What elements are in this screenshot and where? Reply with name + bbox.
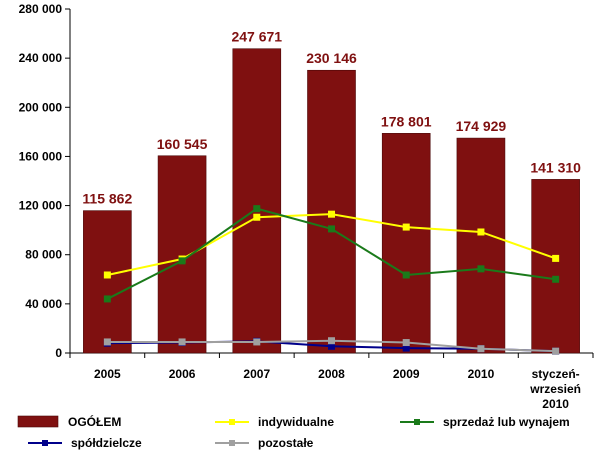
bar-data-label: 141 310 — [530, 159, 581, 175]
series-point — [552, 275, 560, 283]
bar — [83, 210, 132, 354]
x-tick-label: 2008 — [318, 367, 345, 381]
y-tick-label: 160 000 — [19, 149, 63, 163]
legend-swatch-marker — [229, 419, 235, 425]
x-tick-label-line: 2008 — [318, 367, 345, 381]
legend-label: indywidualne — [258, 415, 334, 429]
x-tick-label: 2005 — [94, 367, 121, 381]
series-point — [178, 338, 186, 346]
legend-label: sprzedaż lub wynajem — [443, 415, 570, 429]
x-tick-label: 2006 — [169, 367, 196, 381]
legend-swatch-marker — [229, 440, 235, 446]
legend-label: pozostałe — [258, 436, 314, 450]
x-tick-label-line: 2010 — [468, 367, 495, 381]
lines — [103, 205, 560, 355]
x-tick-label-line: styczeń- — [532, 367, 580, 381]
x-tick-label-line: wrzesień — [529, 382, 581, 396]
x-tick-label: styczeń-wrzesień 2010 — [529, 367, 581, 411]
x-tick-label-line: 2005 — [94, 367, 121, 381]
bar-data-label: 178 801 — [381, 113, 432, 129]
series-point — [552, 254, 560, 262]
bar — [232, 48, 282, 354]
series-point — [328, 342, 335, 350]
bar-data-label: 230 146 — [306, 50, 357, 66]
series-point — [402, 339, 410, 347]
legend-swatch-marker — [42, 440, 48, 446]
data-labels: 115 862 160 545 247 671 230 146 178 801 174 9… — [82, 29, 581, 207]
legend-label: OGÓŁEM — [68, 414, 121, 429]
bar-data-label: 247 671 — [231, 29, 282, 45]
series-point — [253, 338, 261, 346]
series-point — [402, 223, 410, 231]
bar — [157, 155, 207, 354]
series-point — [178, 257, 186, 265]
y-tick-label: 0 — [55, 346, 62, 360]
y-tick-label: 240 000 — [19, 51, 63, 65]
legend-label: spółdzielcze — [71, 436, 142, 450]
bar-data-label: 115 862 — [82, 191, 132, 207]
series-point — [552, 347, 560, 355]
y-tick-label: 80 000 — [25, 248, 62, 262]
legend: OGÓŁEM indywidualne sprzedaż lub wynajem sp… — [17, 414, 570, 450]
series-point — [328, 210, 335, 218]
bars — [83, 48, 580, 354]
legend-swatch — [17, 415, 59, 428]
x-tick-label-line: 2009 — [393, 367, 420, 381]
series-point — [328, 337, 335, 345]
x-tick-label: 2009 — [393, 367, 420, 381]
series-point — [477, 265, 485, 273]
bar — [381, 133, 431, 354]
x-tick-label-line: 2007 — [243, 367, 270, 381]
series-point — [103, 295, 111, 303]
bar — [456, 137, 506, 354]
series-point — [328, 225, 335, 233]
y-tick-label: 200 000 — [19, 100, 63, 114]
x-tick-label: 2007 — [243, 367, 270, 381]
legend-swatch-marker — [414, 419, 420, 425]
bar — [531, 179, 580, 354]
x-tick-label-line: 2006 — [169, 367, 196, 381]
x-tick-label: 2010 — [468, 367, 495, 381]
series-point — [477, 228, 485, 236]
x-tick-label-line: 2010 — [542, 397, 569, 411]
series-point — [253, 213, 261, 221]
axes: 0 40 000 80 000 120 000 160 000 200 000 240 00… — [19, 2, 594, 411]
y-tick-label: 40 000 — [25, 297, 62, 311]
bar-data-label: 174 929 — [456, 118, 507, 134]
series-point — [103, 271, 111, 279]
series-point — [402, 344, 410, 352]
series-point — [253, 205, 261, 213]
y-tick-label: 120 000 — [19, 199, 63, 213]
bar-data-label: 160 545 — [157, 136, 208, 152]
y-tick-label: 280 000 — [19, 2, 63, 16]
series-point — [402, 271, 410, 279]
series-point — [103, 338, 111, 346]
series-point — [477, 345, 485, 353]
